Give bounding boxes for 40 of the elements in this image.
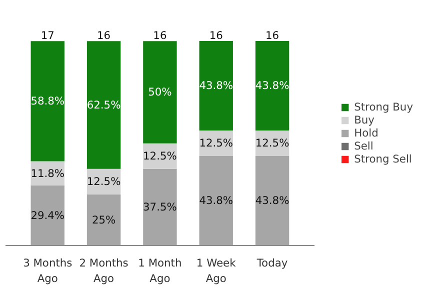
legend-label: Buy [354,113,374,126]
data-label: 12.5% [143,150,177,163]
bar [30,185,64,246]
annotation: 16 [97,29,111,42]
x-tick-label: 1 Month Ago [138,256,182,286]
bar [255,156,290,246]
data-label: 43.8% [199,79,234,92]
data-label: 37.5% [143,200,177,214]
data-label: 43.8% [255,194,290,208]
bar [30,41,64,162]
data-label: 12.5% [255,136,290,150]
bar [86,194,121,246]
annotation: 16 [266,28,280,42]
annotation: 16 [209,28,224,42]
x-tick-label: 3 Months Ago [23,256,73,286]
data-label: 11.8% [30,166,65,180]
data-label: 50% [148,86,172,99]
annotation: 16 [153,29,167,42]
legend-label: Strong Buy [354,100,413,113]
bar [143,41,177,144]
bar [86,41,121,169]
bar [199,156,233,246]
annotation: 17 [40,29,54,42]
data-label: 12.5% [86,175,121,188]
x-tick-label: 2 Months Ago [79,256,129,286]
bar [255,40,290,130]
data-label: 43.8% [255,79,290,92]
x-tick-label: Today [256,256,288,270]
data-label: 58.8% [30,94,65,108]
data-label: 12.5% [199,136,234,150]
data-label: 29.4% [30,208,65,222]
legend-label: Sell [354,139,374,152]
data-label: 43.8% [199,194,234,208]
bar [143,168,177,246]
data-label: 62.5% [86,98,121,112]
legend-label: Strong Sell [354,152,412,165]
x-tick-label: 1 Week Ago [196,256,237,286]
legend-label: Hold [354,126,378,139]
data-label: 25% [92,213,116,226]
bar [199,40,233,130]
